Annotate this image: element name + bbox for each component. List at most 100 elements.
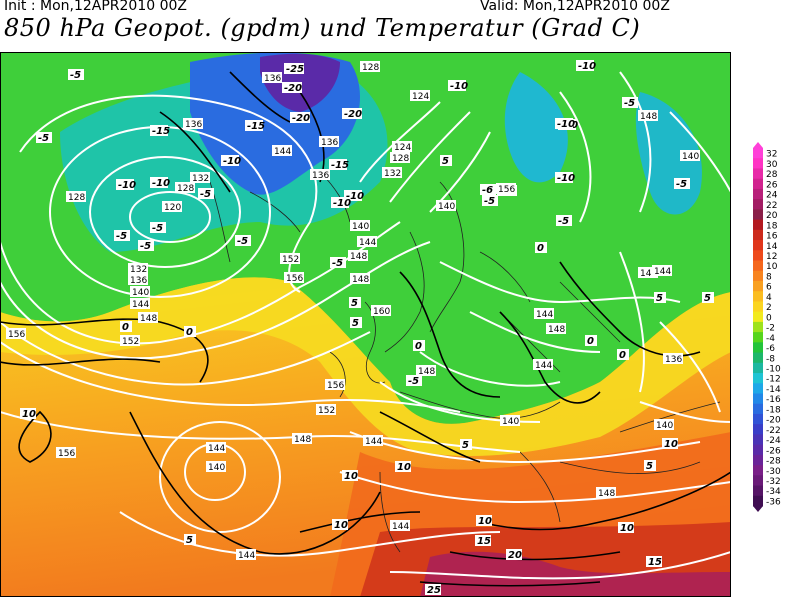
isoline-label: 120 <box>162 201 182 213</box>
scale-label: -30 <box>766 467 781 477</box>
isoline-label: 148 <box>546 323 566 335</box>
svg-text:140: 140 <box>682 152 699 162</box>
scale-label: 20 <box>766 211 778 221</box>
scale-label: -2 <box>766 324 775 334</box>
svg-text:152: 152 <box>282 255 299 265</box>
scale-swatch <box>753 342 763 354</box>
temp-label: 5 <box>184 534 196 546</box>
isoline-label: 148 <box>416 365 436 377</box>
svg-text:-20: -20 <box>284 83 302 94</box>
scale-swatch <box>753 424 763 435</box>
svg-text:128: 128 <box>392 154 409 164</box>
isoline-label: 136 <box>183 118 203 130</box>
scale-swatch <box>753 434 763 446</box>
isoline-label: 136 <box>663 353 683 365</box>
scale-swatch <box>753 321 763 333</box>
svg-text:-5: -5 <box>676 179 687 190</box>
svg-text:-15: -15 <box>247 121 265 132</box>
isoline-label: 136 <box>310 169 330 181</box>
isoline-label: 128 <box>360 61 380 73</box>
scale-label: -6 <box>766 344 775 354</box>
svg-text:-25: -25 <box>286 64 304 75</box>
temp-label: -15 <box>150 125 170 137</box>
svg-text:156: 156 <box>327 381 344 391</box>
scale-label: 16 <box>766 232 778 242</box>
scale-label: 24 <box>766 191 778 201</box>
scale-swatch <box>753 444 763 456</box>
valid-time-label: Valid: Mon,12APR2010 00Z <box>480 0 670 14</box>
svg-text:144: 144 <box>238 551 255 561</box>
isoline-label: 148 <box>350 273 370 285</box>
isoline-label: 124 <box>410 90 430 102</box>
scale-swatch <box>753 413 763 425</box>
svg-text:144: 144 <box>274 147 291 157</box>
isoline-label: 140 <box>654 419 674 431</box>
scale-swatch <box>753 158 763 169</box>
svg-text:136: 136 <box>321 138 338 148</box>
isoline-label: 132 <box>382 167 402 179</box>
isoline-label: 140 <box>500 415 520 427</box>
scale-swatch <box>753 393 763 405</box>
temp-label: -5 <box>622 97 638 109</box>
isoline-label: 124 <box>392 141 412 153</box>
scale-swatch <box>753 485 763 497</box>
svg-text:148: 148 <box>352 275 369 285</box>
svg-text:148: 148 <box>350 252 367 262</box>
temperature-color-scale: 32302826242220181614121086420-2-4-6-8-10… <box>753 142 781 512</box>
svg-text:10: 10 <box>478 516 492 527</box>
temp-label: -5 <box>150 222 166 234</box>
svg-text:10: 10 <box>22 409 36 420</box>
isoline-label: 140 <box>206 461 226 473</box>
scale-label: -18 <box>766 405 781 415</box>
temp-label: -5 <box>482 195 498 207</box>
scale-label: -16 <box>766 395 781 405</box>
temp-label: -25 <box>284 63 304 75</box>
temp-label: -10 <box>221 155 241 167</box>
scale-label: 8 <box>766 272 772 282</box>
svg-text:10: 10 <box>620 523 634 534</box>
svg-text:148: 148 <box>548 325 565 335</box>
svg-text:-15: -15 <box>152 126 170 137</box>
svg-text:0: 0 <box>587 336 594 347</box>
svg-text:-5: -5 <box>152 223 163 234</box>
svg-text:-5: -5 <box>332 258 343 269</box>
temp-label: 10 <box>342 470 358 482</box>
svg-text:140: 140 <box>352 222 369 232</box>
weather-map: 136 128 124 132 120 128 132 132 136 140 … <box>0 52 731 597</box>
isoline-label: 156 <box>325 379 345 391</box>
svg-text:132: 132 <box>130 265 147 275</box>
svg-text:136: 136 <box>264 74 281 84</box>
scale-label: -24 <box>766 436 781 446</box>
scale-swatch <box>753 383 763 394</box>
scale-label: 14 <box>766 242 778 252</box>
scale-swatch <box>753 250 763 262</box>
init-time-label: Init : Mon,12APR2010 00Z <box>4 0 188 14</box>
svg-text:152: 152 <box>318 406 335 416</box>
svg-text:140: 140 <box>656 421 673 431</box>
svg-text:-10: -10 <box>557 119 575 130</box>
scale-swatch <box>753 301 763 313</box>
svg-text:156: 156 <box>8 330 25 340</box>
temp-label: 10 <box>20 408 36 420</box>
isoline-label: 156 <box>6 328 26 340</box>
svg-text:124: 124 <box>394 143 411 153</box>
svg-text:5: 5 <box>186 535 193 546</box>
svg-text:148: 148 <box>140 314 157 324</box>
svg-text:136: 136 <box>312 171 329 181</box>
scale-swatch <box>753 260 763 272</box>
scale-label: -4 <box>766 334 775 344</box>
temp-label: -10 <box>555 172 575 184</box>
scale-arrow-down-icon <box>753 506 763 512</box>
scale-label: 2 <box>766 303 772 313</box>
temp-label: -10 <box>344 190 364 202</box>
svg-text:10: 10 <box>334 520 348 531</box>
temp-label: -15 <box>245 120 265 132</box>
temp-label: -15 <box>329 159 349 171</box>
svg-text:-10: -10 <box>223 156 241 167</box>
temp-label: -5 <box>198 188 214 200</box>
svg-text:0: 0 <box>122 322 129 333</box>
scale-swatch <box>753 168 763 180</box>
temp-label: -20 <box>282 82 302 94</box>
temp-label: 0 <box>617 349 629 361</box>
svg-text:0: 0 <box>537 243 544 254</box>
